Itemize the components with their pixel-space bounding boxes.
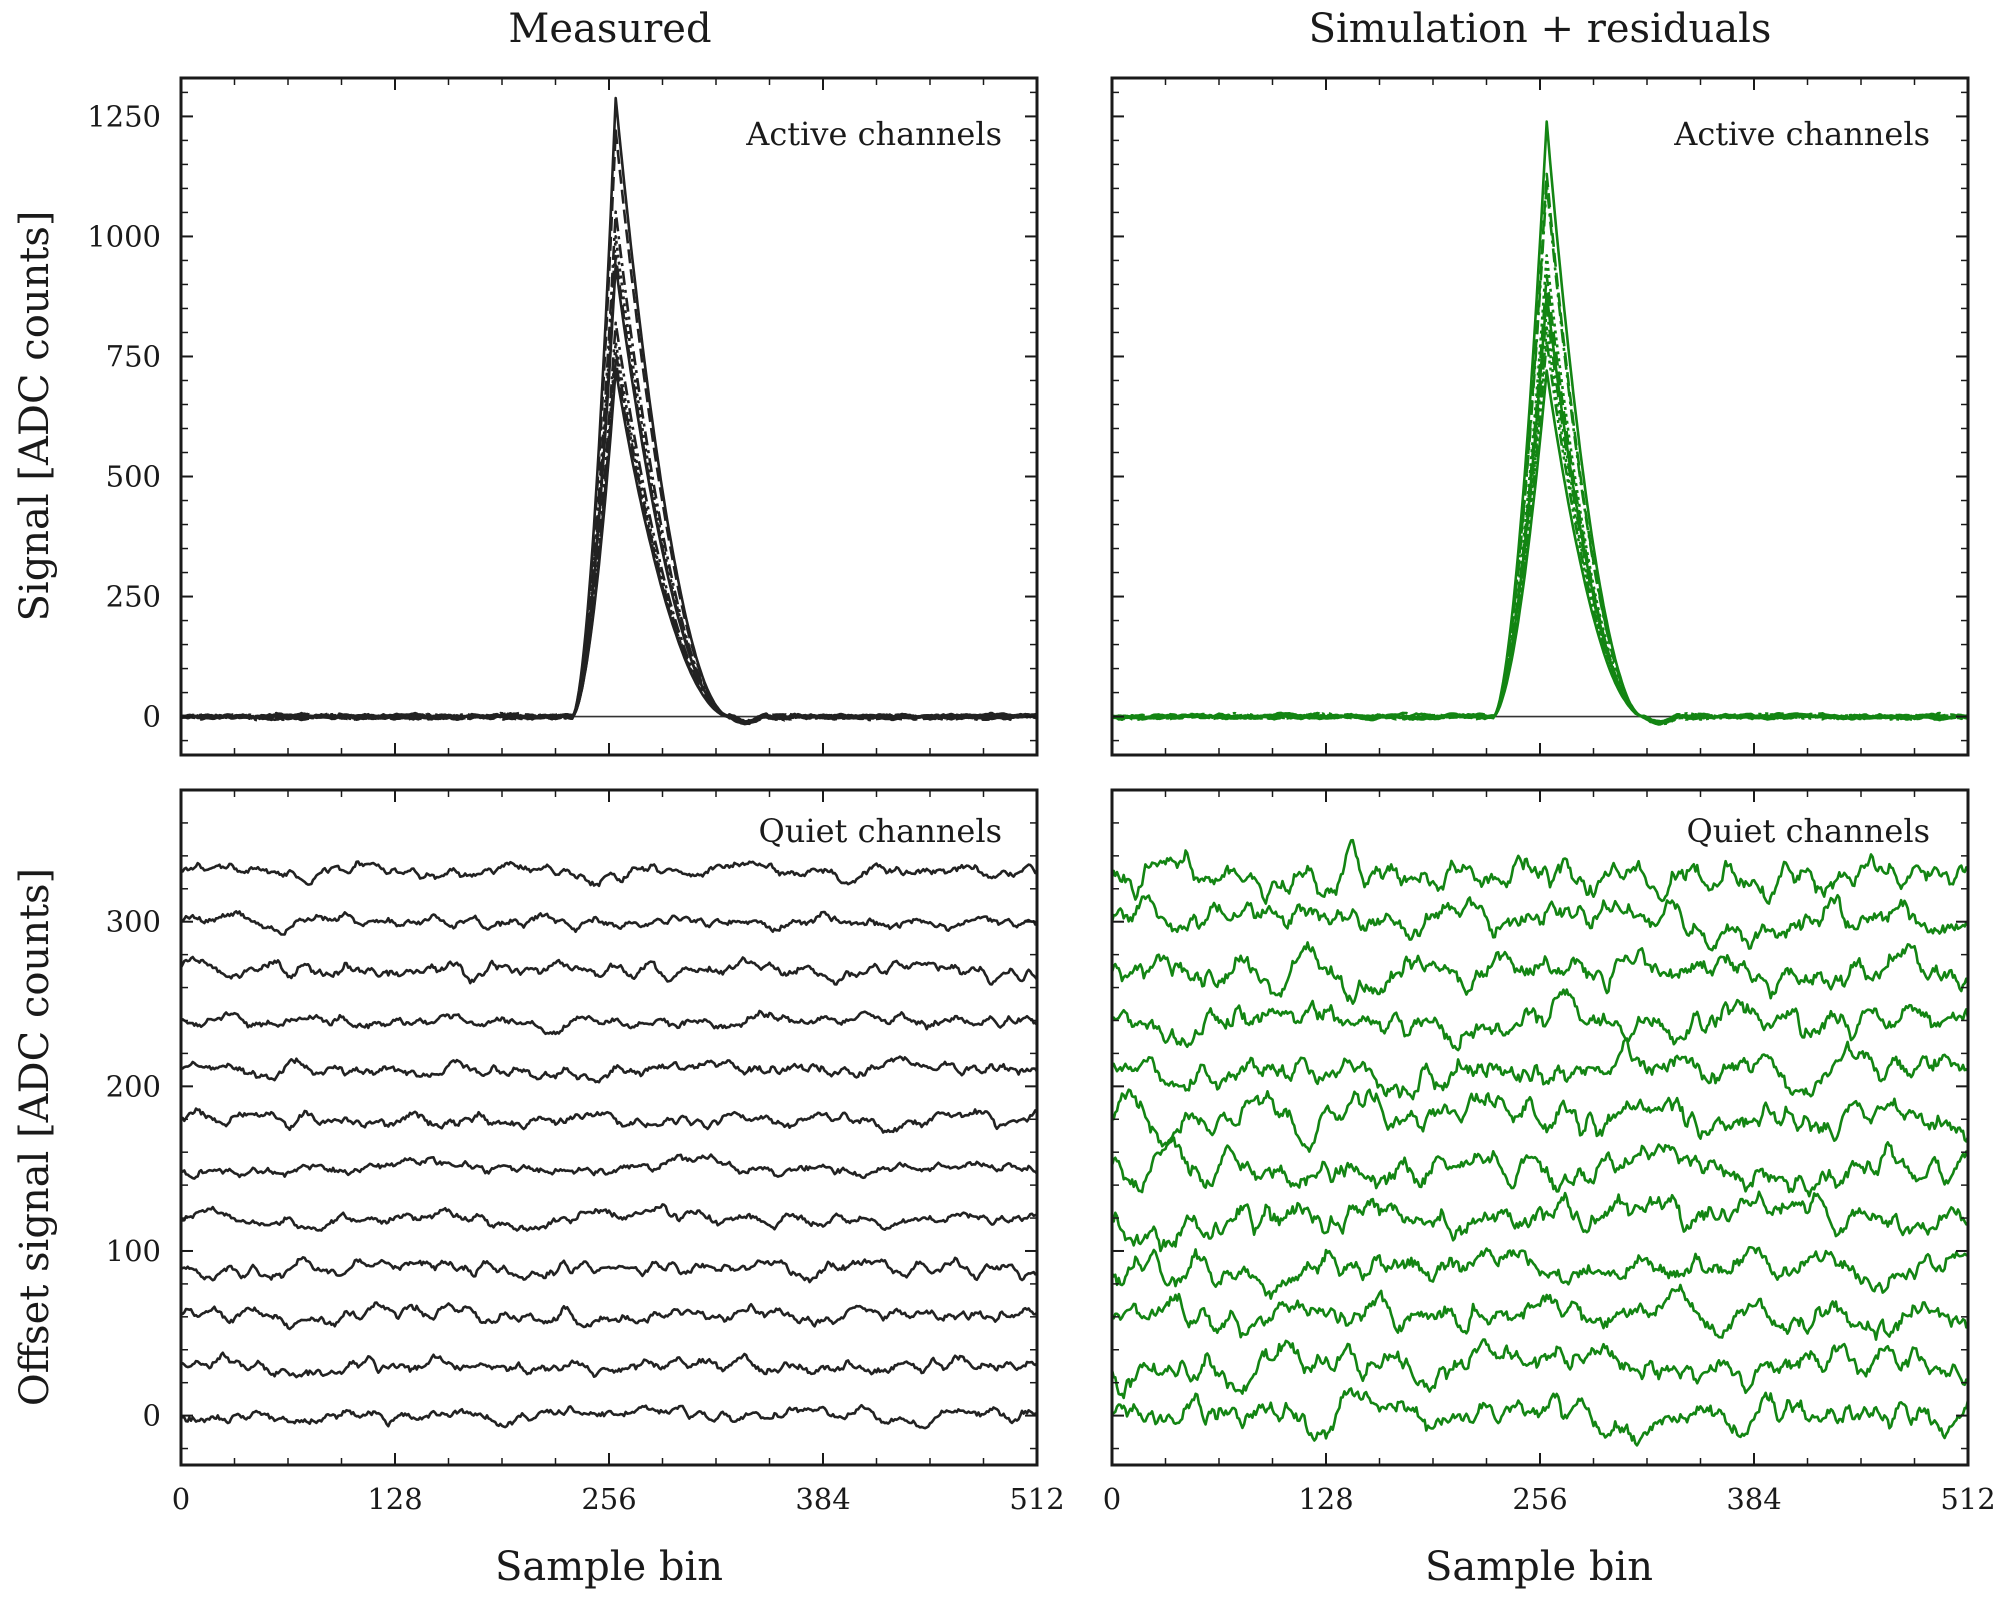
active-trace-8 <box>181 350 1037 724</box>
x-tick-label: 512 <box>1009 1482 1064 1516</box>
active-trace-5 <box>1112 292 1968 723</box>
active-trace-0 <box>181 96 1037 723</box>
xlabel-left: Sample bin <box>495 1544 723 1590</box>
quiet-trace-2 <box>1112 1283 1968 1341</box>
x-tick-label: 128 <box>1298 1482 1353 1516</box>
plot-area <box>1112 838 1968 1447</box>
active-trace-8 <box>1112 339 1968 724</box>
quiet-trace-5 <box>1112 1136 1968 1198</box>
y-tick-label: 500 <box>106 460 161 494</box>
plot-area <box>1112 120 1968 726</box>
x-tick-label: 128 <box>367 1482 422 1516</box>
active-trace-3 <box>1112 254 1968 726</box>
quiet-trace-4 <box>1112 1190 1968 1253</box>
quiet-trace-6 <box>1112 1088 1968 1153</box>
quiet-trace-11 <box>1112 838 1968 905</box>
active-trace-3 <box>181 235 1037 725</box>
quiet-trace-3 <box>181 1256 1037 1284</box>
quiet-trace-9 <box>181 955 1037 986</box>
annotation-quiet-right: Quiet channels <box>1687 812 1930 850</box>
x-tick-label: 256 <box>1512 1482 1567 1516</box>
quiet-trace-3 <box>1112 1246 1968 1300</box>
x-tick-label: 384 <box>1726 1482 1781 1516</box>
x-tick-label: 512 <box>1940 1482 1995 1516</box>
ylabel-bottom: Offset signal [ADC counts] <box>12 868 58 1406</box>
y-tick-label: 0 <box>143 700 161 734</box>
quiet-trace-8 <box>181 1009 1037 1036</box>
title-measured: Measured <box>508 6 711 52</box>
active-trace-4 <box>181 254 1037 725</box>
active-trace-6 <box>1112 307 1968 726</box>
y-tick-label: 1250 <box>87 99 161 133</box>
quiet-trace-7 <box>1112 1037 1968 1101</box>
quiet-trace-1 <box>181 1351 1037 1379</box>
quiet-trace-11 <box>181 860 1037 888</box>
plot-area <box>181 96 1037 726</box>
quiet-trace-5 <box>181 1153 1037 1180</box>
x-tick-label: 0 <box>172 1482 190 1516</box>
quiet-trace-6 <box>181 1107 1037 1134</box>
xlabel-right: Sample bin <box>1425 1544 1653 1590</box>
quiet-trace-10 <box>1112 893 1968 952</box>
y-tick-label: 0 <box>143 1399 161 1433</box>
panel-simulation-active <box>1110 76 1970 757</box>
active-trace-9 <box>1112 369 1968 725</box>
annotation-quiet-left: Quiet channels <box>759 812 1002 850</box>
active-trace-4 <box>1112 273 1968 723</box>
x-tick-label: 256 <box>581 1482 636 1516</box>
quiet-trace-0 <box>1112 1387 1968 1447</box>
panel-measured-active: 0 250 500 750 1000 1250 <box>87 76 1039 757</box>
annotation-active-right: Active channels <box>1673 115 1930 153</box>
x-tick-label: 384 <box>795 1482 850 1516</box>
y-tick-label: 200 <box>106 1069 161 1103</box>
y-tick-label: 100 <box>106 1234 161 1268</box>
quiet-trace-4 <box>181 1203 1037 1232</box>
quiet-trace-10 <box>181 910 1037 936</box>
quiet-trace-0 <box>181 1403 1037 1430</box>
y-tick-label: 1000 <box>87 219 161 253</box>
panel-measured-quiet: 0 128 256 384 512 0 100 200 300 <box>106 788 1065 1516</box>
y-tick-label: 750 <box>106 339 161 373</box>
active-trace-7 <box>181 340 1037 723</box>
quiet-trace-2 <box>181 1301 1037 1331</box>
panel-simulation-quiet: 0 128 256 384 512 <box>1103 788 1996 1516</box>
plot-area <box>181 860 1037 1430</box>
quiet-trace-1 <box>1112 1338 1968 1400</box>
y-tick-label: 250 <box>106 580 161 614</box>
ylabel-top: Signal [ADC counts] <box>12 210 58 621</box>
active-trace-10 <box>181 368 1037 725</box>
quiet-trace-9 <box>1112 941 1968 1006</box>
quiet-trace-7 <box>181 1055 1037 1084</box>
x-tick-label: 0 <box>1103 1482 1121 1516</box>
y-tick-label: 300 <box>106 905 161 939</box>
quiet-trace-8 <box>1112 988 1968 1052</box>
annotation-active-left: Active channels <box>745 115 1002 153</box>
title-simulation: Simulation + residuals <box>1309 6 1772 52</box>
